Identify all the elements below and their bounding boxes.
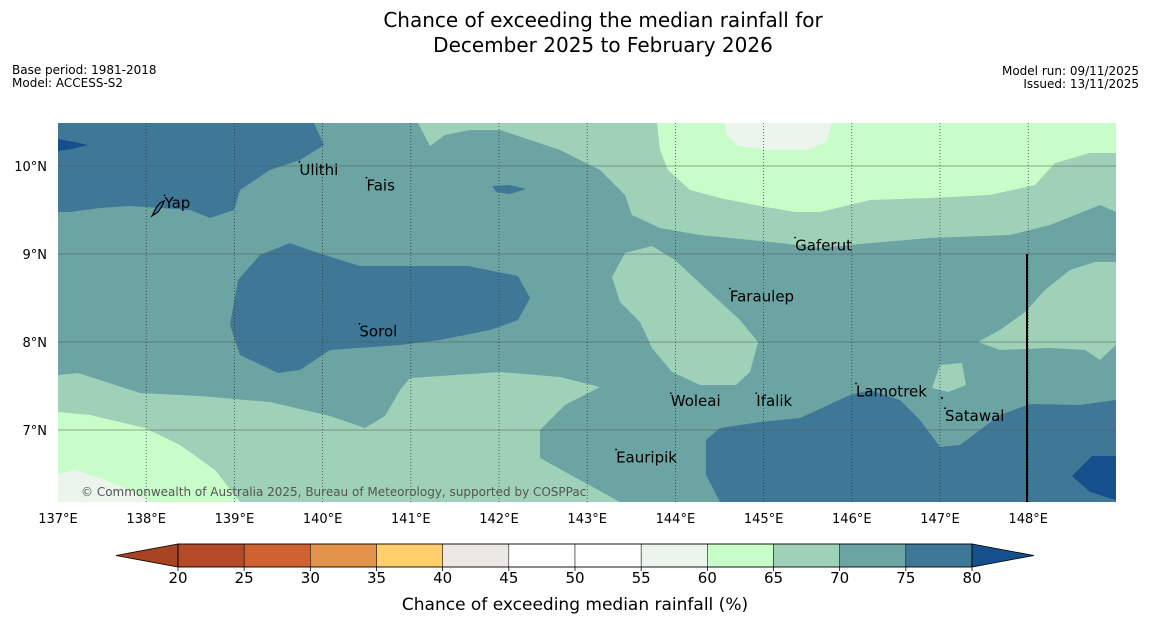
title-line-1: Chance of exceeding the median rainfall … <box>383 8 823 32</box>
colorbar-tick-label: 40 <box>433 569 452 587</box>
place-labels: Ulithi Fais Yap Gaferut Faraulep Sorol Lamotre… <box>163 161 1004 467</box>
lon-label: 137°E <box>38 512 78 527</box>
colorbar-bin <box>839 543 907 568</box>
lon-label: 146°E <box>832 512 872 527</box>
place-label: Fais <box>366 177 395 195</box>
place-label: Eauripik <box>616 449 677 467</box>
colorbar-bin <box>243 543 311 568</box>
colorbar-bin <box>707 543 774 568</box>
colorbar-bin <box>773 543 840 568</box>
zone-75-80-blob <box>492 185 526 194</box>
zone-75-80-central <box>230 243 530 373</box>
place-marker <box>163 194 166 197</box>
place-label: Satawal <box>945 407 1004 425</box>
place-label: Woleai <box>671 392 721 410</box>
colorbar-under-arrow <box>115 543 179 568</box>
colorbar-bin <box>177 543 245 568</box>
place-marker <box>358 322 361 325</box>
place-marker <box>728 287 731 290</box>
lon-label: 148°E <box>1008 512 1048 527</box>
place-marker <box>755 392 758 395</box>
colorbar-bin <box>310 543 377 568</box>
place-marker <box>855 382 857 385</box>
lon-label: 140°E <box>303 512 343 527</box>
place-marker <box>944 407 946 410</box>
lon-label: 144°E <box>656 512 696 527</box>
yap-island <box>150 199 166 218</box>
base-period: Base period: 1981-2018 <box>12 63 157 77</box>
zone-75-80-southeast <box>706 390 1116 502</box>
place-label: Ifalik <box>756 392 792 410</box>
zone-80-plus-east <box>1072 456 1116 500</box>
colorbar-tick-label: 20 <box>168 569 187 587</box>
colorbar-bins <box>177 543 973 568</box>
colorbar-tick-label: 30 <box>301 569 320 587</box>
lon-label: 143°E <box>567 512 607 527</box>
colorbar-tick-label: 25 <box>235 569 254 587</box>
colorbar-over-arrow <box>971 543 1035 568</box>
colorbar-bin <box>376 543 443 568</box>
colorbar-bin <box>905 543 973 568</box>
lon-label: 139°E <box>215 512 255 527</box>
copyright-notice: © Commonwealth of Australia 2025, Bureau… <box>81 485 586 499</box>
zone-65-70-small <box>932 363 966 392</box>
colorbar-tick-label: 75 <box>896 569 915 587</box>
place-label: Faraulep <box>730 288 794 306</box>
colorbar-bin <box>640 543 708 568</box>
colorbar-tick-label: 50 <box>565 569 584 587</box>
lon-label: 142°E <box>479 512 519 527</box>
lat-label: 7°N <box>23 424 48 439</box>
lat-label: 9°N <box>23 248 48 263</box>
rainfall-map: Ulithi Fais Yap Gaferut Faraulep Sorol Lamotre… <box>14 123 1116 527</box>
title-line-2: December 2025 to February 2026 <box>433 33 773 57</box>
zone-75-80-northwest <box>58 123 324 218</box>
map-gridlines <box>58 123 1116 502</box>
place-marker <box>298 160 301 163</box>
place-marker <box>794 236 797 239</box>
colorbar-label: Chance of exceeding median rainfall (%) <box>402 595 748 615</box>
chart-title: Chance of exceeding the median rainfall … <box>0 8 1150 58</box>
meta-left: Base period: 1981-2018 Model: ACCESS-S2 <box>12 64 157 90</box>
issued-date: Issued: 13/11/2025 <box>1023 77 1139 91</box>
lat-label: 8°N <box>23 336 48 351</box>
zone-80-plus-west <box>58 139 88 151</box>
colorbar-bin <box>574 543 642 568</box>
zone-65-70-central <box>612 246 758 385</box>
zone-65-70-east <box>978 262 1116 360</box>
colorbar-tick-label: 80 <box>962 569 981 587</box>
place-label: Gaferut <box>795 236 852 254</box>
place-label: Yap <box>163 194 190 212</box>
model-run: Model run: 09/11/2025 <box>1001 64 1139 78</box>
lat-label: 10°N <box>14 160 47 175</box>
island-marker <box>941 397 943 399</box>
colorbar-tick-label: 55 <box>632 569 651 587</box>
lon-label: 141°E <box>391 512 431 527</box>
colorbar-bin <box>508 543 576 568</box>
colorbar-bin <box>442 543 510 568</box>
colorbar-tick-label: 35 <box>367 569 386 587</box>
model-name: Model: ACCESS-S2 <box>12 76 124 90</box>
place-label: Ulithi <box>299 161 338 179</box>
latitude-labels: 10°N 9°N 8°N 7°N <box>14 160 47 439</box>
zone-55-60-southwest <box>58 470 150 502</box>
colorbar-tick-label: 60 <box>698 569 717 587</box>
zone-55-60-north <box>724 123 832 150</box>
place-label: Sorol <box>359 323 397 341</box>
colorbar-ticks: 20 25 30 35 40 45 50 55 60 65 70 75 80 <box>168 567 982 587</box>
meta-right: Model run: 09/11/2025 Issued: 13/11/2025 <box>1002 65 1139 91</box>
place-marker <box>365 176 368 179</box>
colorbar-tick-label: 65 <box>764 569 783 587</box>
lon-label: 145°E <box>744 512 784 527</box>
place-marker <box>615 448 617 451</box>
place-label: Lamotrek <box>856 383 927 401</box>
lon-label: 147°E <box>920 512 960 527</box>
colorbar-tick-label: 70 <box>830 569 849 587</box>
lon-label: 138°E <box>126 512 166 527</box>
longitude-labels: 137°E 138°E 139°E 140°E 141°E 142°E 143°E 144°E… <box>38 512 1048 527</box>
colorbar-tick-label: 45 <box>499 569 518 587</box>
place-marker <box>669 392 672 395</box>
